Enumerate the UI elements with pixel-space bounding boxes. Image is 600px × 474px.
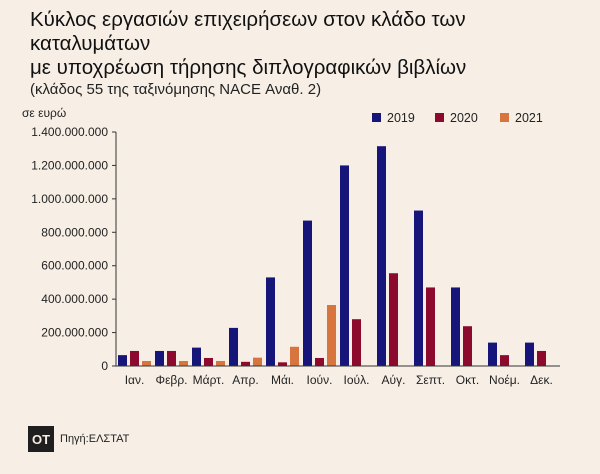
- bar-2020-7: [389, 273, 398, 366]
- y-tick-label-5: 1.000.000.000: [31, 192, 108, 206]
- x-tick-label-7: Αύγ.: [382, 373, 406, 387]
- bar-2020-4: [278, 362, 287, 366]
- bar-2019-2: [192, 347, 201, 366]
- x-tick-label-0: Ιαν.: [125, 373, 145, 387]
- y-tick-label-6: 1.200.000.000: [31, 158, 108, 172]
- bar-2020-1: [167, 350, 176, 366]
- x-tick-label-6: Ιούλ.: [344, 373, 370, 387]
- x-tick-label-5: Ιούν.: [307, 373, 333, 387]
- x-tick-label-8: Σεπτ.: [416, 373, 445, 387]
- bar-2020-6: [352, 319, 361, 366]
- bar-2019-5: [303, 220, 312, 366]
- bar-2021-5: [327, 304, 336, 366]
- x-tick-label-11: Δεκ.: [530, 373, 553, 387]
- chart-title-line1: Κύκλος εργασιών επιχειρήσεων στον κλάδο …: [30, 8, 466, 55]
- bar-2019-7: [377, 146, 386, 366]
- bar-2020-10: [500, 355, 509, 366]
- bar-2019-11: [525, 342, 534, 366]
- bar-2019-10: [488, 342, 497, 366]
- legend-label-2020: 2020: [450, 111, 478, 125]
- bar-2019-8: [414, 210, 423, 366]
- chart-title-line2: με υποχρέωση τήρησης διπλογραφικών βιβλί…: [30, 56, 467, 79]
- y-tick-label-4: 800.000.000: [41, 225, 108, 239]
- bar-2019-3: [229, 327, 238, 366]
- bar-2019-1: [155, 350, 164, 366]
- bar-2020-2: [204, 357, 213, 366]
- bar-2020-5: [315, 357, 324, 366]
- chart-header: Κύκλος εργασιών επιχειρήσεων στον κλάδο …: [30, 8, 590, 100]
- legend-label-2021: 2021: [515, 111, 543, 125]
- bar-2020-3: [241, 361, 250, 366]
- legend-swatch-2020: [435, 113, 444, 122]
- x-tick-label-3: Απρ.: [232, 373, 258, 387]
- bar-2020-8: [426, 287, 435, 366]
- bar-2019-6: [340, 165, 349, 366]
- bar-2019-9: [451, 287, 460, 366]
- x-tick-label-4: Μάι.: [271, 373, 294, 387]
- x-axis: Ιαν. Φεβρ. Μάρτ. Απρ. Μάι. Ιούν. Ιούλ. Αύγ. Σεπτ…: [116, 365, 560, 387]
- y-tick-label-1: 200.000.000: [41, 326, 108, 340]
- y-tick-label-0: 0: [101, 359, 108, 373]
- source-note: Πηγή:ΕΛΣΤΑΤ: [60, 433, 130, 445]
- legend-swatch-2021: [500, 113, 509, 122]
- y-tick-label-2: 400.000.000: [41, 292, 108, 306]
- y-axis-label: σε ευρώ: [22, 106, 66, 120]
- bars: [118, 146, 546, 366]
- x-tick-label-10: Νοέμ.: [489, 373, 520, 387]
- bar-2020-11: [537, 350, 546, 366]
- x-tick-label-1: Φεβρ.: [156, 373, 188, 387]
- bar-2019-4: [266, 277, 275, 366]
- y-tick-label-3: 600.000.000: [41, 259, 108, 273]
- bar-2021-1: [179, 360, 188, 366]
- bar-2020-0: [130, 350, 139, 366]
- bar-2021-3: [253, 357, 262, 366]
- bar-2020-9: [463, 326, 472, 366]
- x-tick-label-2: Μάρτ.: [193, 373, 225, 387]
- bar-2019-0: [118, 355, 127, 366]
- legend-label-2019: 2019: [387, 111, 415, 125]
- bar-2021-0: [142, 360, 151, 366]
- legend-swatch-2019: [372, 113, 381, 122]
- y-tick-label-7: 1.400.000.000: [31, 125, 108, 139]
- x-tick-label-9: Οκτ.: [456, 373, 479, 387]
- bar-2021-4: [290, 346, 299, 366]
- y-axis: 0 200.000.000 400.000.000 600.000.000 800.00…: [31, 125, 117, 373]
- legend: 2019 2020 2021: [372, 111, 543, 125]
- chart-subtitle: (κλάδος 55 της ταξινόμησης NACE Αναθ. 2): [30, 81, 322, 98]
- ot-logo: OT: [28, 426, 54, 452]
- bar-2021-2: [216, 360, 225, 366]
